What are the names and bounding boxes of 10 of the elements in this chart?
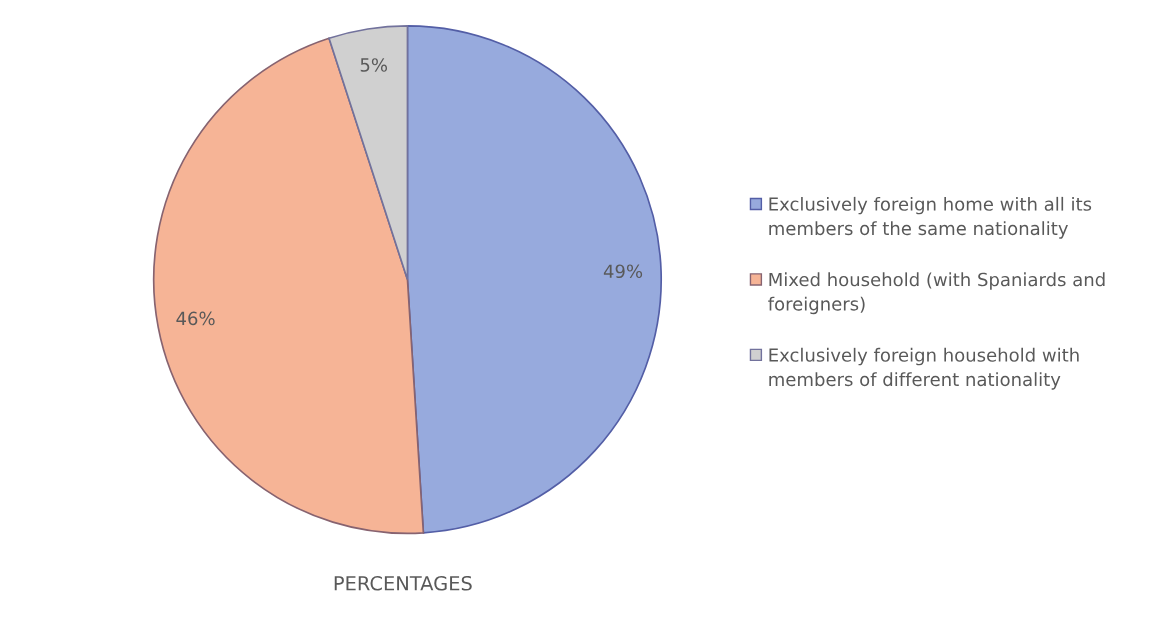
pie-slice xyxy=(328,24,409,281)
pie-slice xyxy=(406,24,662,534)
data-label: 49% xyxy=(603,264,643,279)
legend-label: Mixed household (with Spaniards and foreigners) xyxy=(768,272,1105,315)
data-label: 46% xyxy=(176,311,215,326)
legend-label: Exclusively foreign household with members of different nationality xyxy=(769,347,1079,390)
text: PERCENTAGES xyxy=(334,575,472,591)
data-label: 5% xyxy=(360,58,388,72)
legend-label: Exclusively foreign home with all its members of the same nationality xyxy=(769,196,1092,239)
pie-slice xyxy=(152,37,425,535)
